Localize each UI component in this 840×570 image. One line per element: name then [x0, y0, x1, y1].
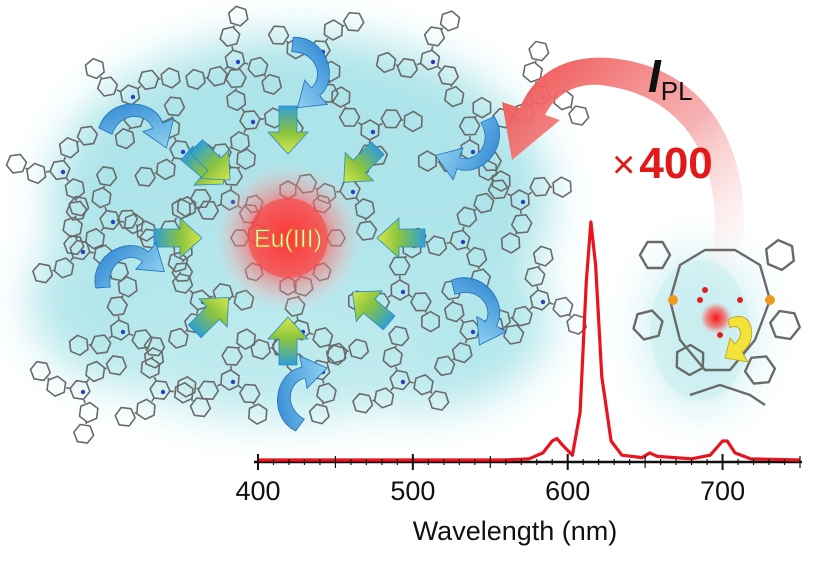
energy-transfer-arrows — [153, 105, 426, 366]
reference-molecule — [632, 238, 801, 406]
energy-transfer-arrow — [187, 296, 230, 339]
reference-transfer-arrow — [724, 316, 753, 363]
ligand-molecule — [490, 245, 587, 335]
energy-migration-arrows — [94, 36, 508, 432]
x-axis-label: Wavelength (nm) — [413, 516, 618, 546]
energy-migration-arrow — [277, 355, 328, 432]
x-tick-label: 500 — [390, 476, 435, 506]
energy-transfer-arrow — [343, 141, 385, 183]
ligand-molecule — [29, 355, 127, 444]
ligand-molecule — [114, 336, 212, 427]
ligand-molecule — [84, 57, 181, 150]
eu-core-glow — [248, 198, 328, 278]
ligand-molecule — [68, 276, 164, 369]
enhancement-factor: ×400 — [612, 139, 713, 188]
energy-migration-arrow — [94, 241, 165, 289]
energy-transfer-arrow — [267, 316, 309, 366]
x-axis-ticks: 400 500 600 700 — [235, 454, 801, 506]
ligand-molecule — [477, 159, 572, 254]
energy-migration-arrow — [98, 103, 175, 149]
x-tick-label: 400 — [235, 476, 280, 506]
x-tick-label: 600 — [545, 476, 590, 506]
emission-spectrum: 400 500 600 700 Wavelength (nm) — [235, 220, 802, 546]
intensity-subscript: PL — [661, 76, 693, 106]
ligand-molecule — [375, 10, 465, 108]
ligand-molecule — [331, 86, 423, 183]
eu-label: Eu(III) — [254, 225, 322, 253]
reference-eu-complex — [632, 238, 801, 406]
ligand-molecule — [352, 325, 450, 414]
emission-series-line — [258, 220, 801, 462]
energy-transfer-arrow — [351, 290, 396, 331]
reference-glow — [650, 260, 750, 400]
reference-eu-glow — [700, 302, 732, 334]
ligand-molecule — [185, 5, 282, 95]
energy-transfer-arrow — [153, 217, 203, 259]
energy-migration-arrow — [291, 36, 330, 109]
intensity-symbol: I — [648, 50, 662, 102]
energy-migration-arrow — [450, 277, 508, 346]
enhancement-symbol: × — [612, 143, 635, 187]
energy-transfer-arrow — [267, 105, 309, 155]
energy-transfer-arrow — [376, 217, 426, 259]
x-tick-label: 700 — [700, 476, 745, 506]
energy-migration-arrow — [434, 116, 500, 181]
ligand-molecule — [5, 125, 99, 221]
enhancement-arrow — [502, 57, 744, 276]
enhancement-value: 400 — [639, 139, 712, 188]
intensity-label: IPL — [648, 50, 693, 106]
energy-transfer-arrow — [189, 139, 231, 181]
